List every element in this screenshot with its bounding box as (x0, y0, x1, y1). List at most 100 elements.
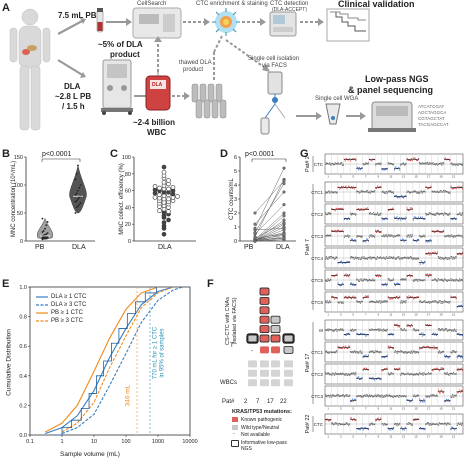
cnv-bin (358, 352, 360, 355)
cnv-bin (399, 326, 401, 328)
cnv-bin (407, 256, 409, 258)
cnv-bin (369, 192, 371, 194)
cnv-bin (384, 424, 387, 426)
panel-b-xcat-dla: DLA (72, 244, 86, 251)
cnv-bin (378, 330, 380, 332)
data-point-dla (79, 202, 82, 204)
cnv-bin (367, 396, 369, 398)
cnv-bin (405, 396, 407, 398)
detection-label: CTC detection (270, 1, 309, 7)
cnv-bin (411, 352, 413, 354)
paired-line (254, 180, 285, 214)
cnv-bin (362, 429, 364, 431)
cnv-bin (401, 429, 404, 431)
cnv-bin (376, 229, 379, 232)
cnv-bin (366, 335, 368, 337)
cnv-bin (344, 345, 346, 347)
cnv-bin (394, 216, 396, 218)
cnv-bin (371, 160, 373, 162)
cnv-bin (429, 422, 431, 424)
dla-bag-icon (145, 70, 171, 111)
cnv-bin (385, 256, 387, 258)
cnv-bin (336, 162, 338, 164)
cnv-bin (409, 207, 412, 209)
cnv-bin (420, 332, 422, 334)
cnv-bin (409, 160, 412, 162)
cnv-bin (400, 239, 402, 241)
cnv-bin (366, 278, 368, 280)
cnv-bin (350, 283, 352, 285)
cnv-row-label: CTC1 (311, 190, 323, 195)
data-point-pb (46, 232, 49, 235)
cnv-bin (376, 378, 378, 380)
cnv-bin (341, 282, 343, 284)
cnv-row-label: CTC2 (311, 212, 323, 217)
cnv-bin (405, 162, 407, 164)
cnv-bin (427, 161, 429, 164)
cnv-bin (332, 394, 335, 396)
patient-group-label: Pat# 22 (305, 415, 311, 434)
dla-percent-label: ~5% of DLA (98, 40, 143, 49)
cnv-bin (433, 214, 435, 216)
cnv-bin (332, 296, 335, 298)
cnv-bin (431, 369, 433, 371)
panel-letter-b: B (2, 148, 10, 160)
cnv-bin (452, 296, 455, 298)
data-point-dla (74, 178, 77, 181)
cnv-bin (452, 371, 455, 374)
cnv-bin (414, 190, 416, 192)
data-point-dla (75, 199, 78, 202)
cnv-bin (402, 300, 405, 302)
cnv-bin (386, 354, 388, 356)
cnv-bin (461, 236, 463, 238)
cnv-bin (458, 370, 460, 372)
paired-line (254, 215, 285, 242)
detection-sub-label: (DLA-ACCEPT) (272, 7, 308, 13)
cnv-bin (376, 255, 379, 258)
cnv-bin (448, 236, 450, 238)
cnv-bin (415, 297, 417, 299)
panel-b-chart: 0 50 100 150 (14, 155, 95, 245)
cnv-bin (417, 238, 420, 241)
cnv-bin (427, 323, 429, 326)
dla-label: DLA (64, 82, 81, 91)
cnv-bin (373, 214, 376, 216)
cnv-bin (437, 302, 440, 304)
cnv-bin (438, 350, 440, 352)
cnv-bin (410, 350, 412, 352)
cnv-bin (392, 164, 394, 166)
cnv-bin (402, 197, 405, 199)
cnv-bin (380, 302, 382, 304)
cnv-bin (327, 372, 329, 374)
cnv-bin (406, 275, 408, 278)
cnv-bin (340, 372, 342, 374)
cnv-bin (335, 350, 337, 352)
cnv-bin (387, 372, 389, 374)
cnv-bin (420, 190, 422, 192)
panel-letter-c: C (110, 148, 118, 160)
cnv-bin (442, 258, 444, 260)
cnv-bin (433, 345, 435, 347)
cnv-bin (385, 234, 387, 236)
cnv-bin (386, 192, 388, 194)
panel-letter-d: D (220, 148, 228, 160)
cnv-bin (456, 306, 458, 308)
cnv-bin (417, 374, 420, 376)
cnv-bin (342, 424, 344, 426)
cnv-bin (341, 207, 343, 209)
cnv-bin (439, 256, 441, 258)
cnv-bin (394, 367, 396, 370)
cnv-bin (442, 302, 444, 304)
pat-7: 7 (256, 399, 260, 405)
cnv-bin (391, 428, 394, 431)
chrom-number: 13 (402, 407, 406, 411)
data-point (166, 209, 171, 214)
cnv-bin (424, 401, 426, 403)
cnv-bin (342, 345, 344, 348)
panel-d-pvalue: p<0.0001 (245, 151, 275, 158)
cnv-bin (411, 234, 413, 236)
e-y-tick-label: 0.8 (19, 315, 27, 321)
cnv-bin (438, 214, 440, 216)
e-x-tick-label: 100 (121, 439, 130, 445)
